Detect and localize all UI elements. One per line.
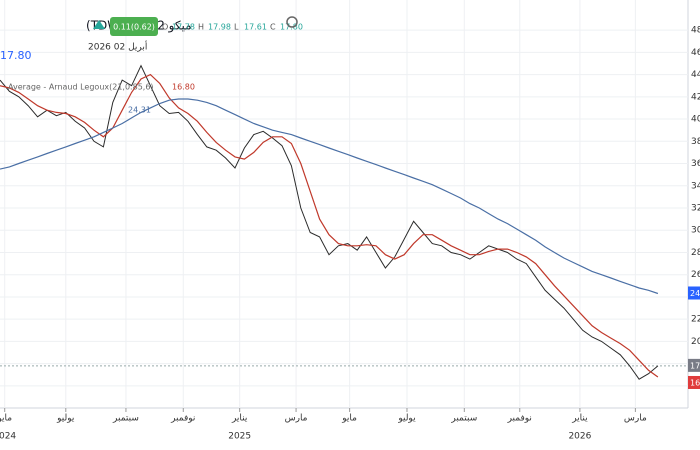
ohlc: O bbox=[162, 23, 168, 32]
y-tick-label: 44 bbox=[691, 70, 700, 80]
y-tick-label: 20 bbox=[691, 337, 700, 347]
y-tick-label: 38 bbox=[691, 137, 700, 147]
x-tick-label: سبتمبر bbox=[450, 414, 477, 424]
year-label: 2025 bbox=[228, 432, 251, 442]
x-tick-label: مارس bbox=[624, 414, 647, 424]
series-line bbox=[0, 73, 659, 378]
y-tick-label: 28 bbox=[691, 248, 700, 258]
series-line bbox=[0, 98, 659, 295]
x-tick-label: يوليو bbox=[56, 414, 75, 424]
price-tag bbox=[688, 286, 700, 300]
year-label: 2024 bbox=[0, 432, 16, 442]
ohlc: 17.61 bbox=[244, 23, 267, 32]
y-tick-label: 32 bbox=[691, 204, 700, 214]
ohlc: H bbox=[198, 23, 204, 32]
y-tick-label: 26 bbox=[691, 270, 700, 280]
series-line bbox=[0, 64, 659, 380]
price-tag bbox=[688, 375, 700, 389]
y-tick-label: 22 bbox=[691, 315, 700, 325]
x-tick-label: مارس bbox=[285, 414, 308, 424]
y-tick-label: 42 bbox=[691, 92, 700, 102]
price-tag-label: 24.31 bbox=[690, 289, 700, 298]
price-tag-label: 17.80 bbox=[690, 361, 700, 370]
price-tag bbox=[688, 358, 700, 372]
y-tick-label: 34 bbox=[691, 181, 700, 191]
x-tick-label: يوليو bbox=[397, 414, 416, 424]
x-tick-label: يناير bbox=[231, 414, 248, 424]
legend-value: 24.31 bbox=[128, 106, 151, 115]
x-tick-label: يناير bbox=[571, 414, 588, 424]
x-tick-label: مايو bbox=[0, 414, 12, 424]
x-tick-label: نوفمبر bbox=[170, 414, 195, 424]
ohlc: C bbox=[270, 23, 276, 32]
legend-value: 16.80 bbox=[172, 83, 195, 92]
y-tick-label: 46 bbox=[691, 48, 700, 58]
ohlc: 17.98 bbox=[208, 23, 231, 32]
ohlc: L bbox=[234, 23, 239, 32]
price-tag-label: 16.80 bbox=[690, 378, 700, 387]
x-tick-label: نوفمبر bbox=[507, 414, 532, 424]
y-tick-label: 36 bbox=[691, 159, 700, 169]
ohlc: 17.78 bbox=[172, 23, 195, 32]
y-tick-label: 30 bbox=[691, 226, 700, 236]
x-tick-label: سبتمبر bbox=[112, 414, 139, 424]
last-price: 17.80 bbox=[0, 49, 32, 62]
change-box bbox=[110, 17, 158, 36]
up-arrow bbox=[93, 20, 105, 29]
y-tick-label: 48 bbox=[691, 26, 700, 36]
x-tick-label: مايو bbox=[341, 414, 357, 424]
legend-entry: Average - Arnaud Legoux(21,0.85,6) bbox=[8, 83, 154, 92]
y-tick-label: 40 bbox=[691, 115, 700, 125]
settings-icon bbox=[286, 16, 298, 28]
date: أبريل 02 2026 bbox=[88, 41, 147, 53]
year-label: 2026 bbox=[568, 432, 591, 442]
change: 0.11(0.62) bbox=[113, 23, 155, 32]
grid bbox=[0, 0, 688, 408]
